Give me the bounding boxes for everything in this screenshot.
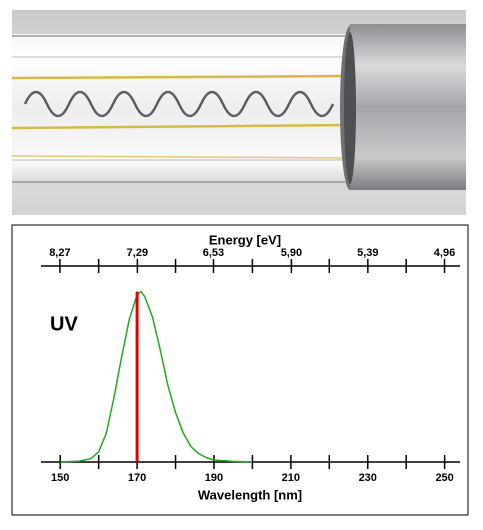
spectrum-line xyxy=(60,290,253,463)
x-tick-label: 230 xyxy=(359,472,377,484)
chart-frame xyxy=(11,224,469,516)
x2-axis-title: Energy [eV] xyxy=(209,232,281,247)
x2-tick-label: 8,27 xyxy=(49,247,70,259)
x-tick-label: 150 xyxy=(51,472,69,484)
annotation: UV xyxy=(50,313,78,335)
lamp-photo xyxy=(11,10,466,215)
x2-tick-label: 5,90 xyxy=(281,247,302,259)
x2-tick-label: 4,96 xyxy=(434,247,455,259)
x-tick-label: 210 xyxy=(282,472,300,484)
x2-tick-label: 6,53 xyxy=(203,247,224,259)
x-tick-label: 190 xyxy=(205,472,223,484)
x-axis-title: Wavelength [nm] xyxy=(198,487,302,502)
x-tick-label: 250 xyxy=(435,472,453,484)
x-tick-label: 170 xyxy=(128,472,146,484)
chart: Energy [eV] Wavelength [nm] UV xyxy=(50,232,302,502)
x2-tick-label: 5,39 xyxy=(357,247,378,259)
x2-tick-label: 7,29 xyxy=(127,247,148,259)
